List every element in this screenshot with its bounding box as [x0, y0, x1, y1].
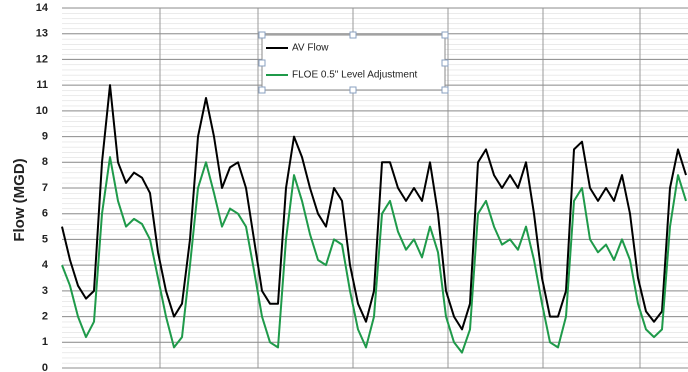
y-tick-label: 1 [42, 336, 48, 348]
legend-label: AV Flow [292, 43, 329, 54]
legend-label: FLOE 0.5" Level Adjustment [292, 70, 418, 81]
series-line [61, 84, 687, 331]
y-tick-label: 11 [36, 79, 48, 91]
y-tick-label: 9 [42, 130, 48, 142]
series-line [61, 156, 687, 354]
y-tick-label: 5 [42, 233, 48, 245]
y-tick-label: 6 [42, 208, 48, 220]
y-tick-label: 10 [36, 105, 48, 117]
y-tick-label: 8 [42, 156, 48, 168]
y-tick-label: 12 [36, 53, 48, 65]
legend-handles [258, 31, 449, 94]
y-tick-label: 13 [36, 28, 48, 40]
y-axis-label: Flow (MGD) [11, 158, 28, 241]
y-tick-label: 2 [42, 310, 48, 322]
y-tick-label: 3 [42, 285, 48, 297]
y-tick-label: 7 [42, 182, 48, 194]
legend-box[interactable] [261, 34, 446, 91]
y-tick-label: 4 [42, 259, 49, 271]
y-tick-label: 0 [42, 362, 48, 372]
y-tick-label: 14 [36, 2, 49, 14]
